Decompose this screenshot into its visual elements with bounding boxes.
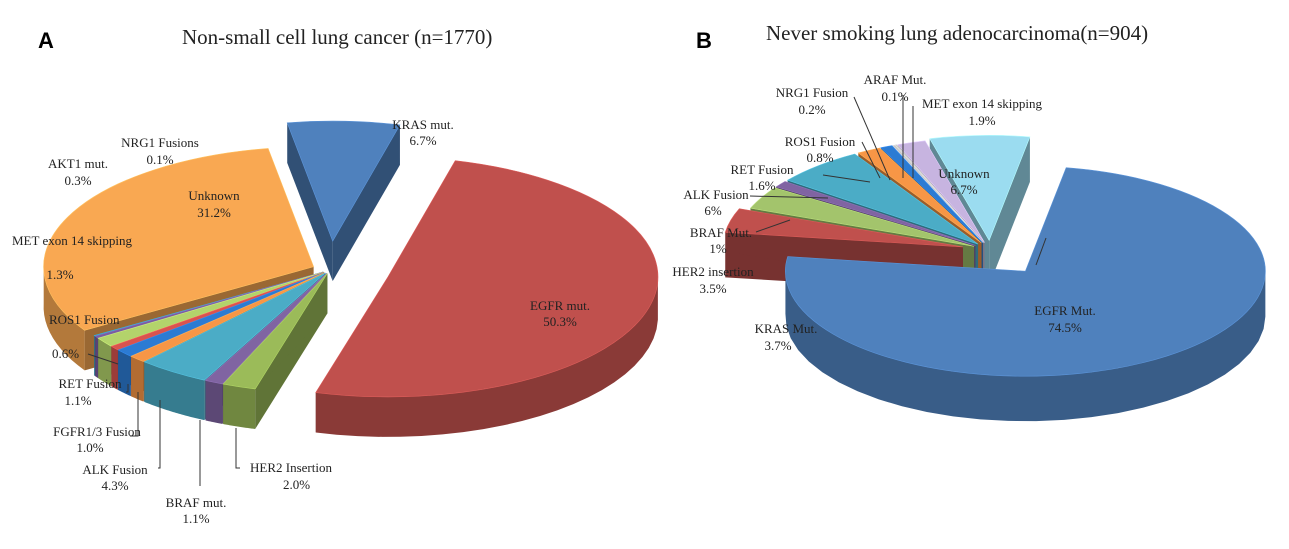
value-ret-a: 1.1% [64, 393, 91, 408]
slice-top-ret-fusion [857, 147, 982, 244]
pie-chart-b [724, 135, 1266, 422]
pie-chart-a [43, 120, 659, 437]
value-met-b: 1.9% [968, 113, 995, 128]
label-fgfr-a: FGFR1/3 Fusion [53, 424, 141, 439]
slice-top-braf-mut [204, 273, 327, 385]
value-unknown-a: 31.2% [197, 205, 231, 220]
slice-side-her2-insertion [223, 384, 256, 429]
panel-letter-a: A [38, 28, 54, 53]
label-braf-b: BRAF Mut. [690, 225, 752, 240]
chart-title-a: Non-small cell lung cancer (n=1770) [182, 25, 492, 49]
label-unknown-a: Unknown [188, 188, 240, 203]
value-her2-b: 3.5% [699, 281, 726, 296]
label-alk-a: ALK Fusion [82, 462, 148, 477]
label-ret-b: RET Fusion [731, 162, 794, 177]
value-akt1-a: 0.3% [64, 173, 91, 188]
value-ros1-a: 0.6% [52, 346, 79, 361]
value-araf-b: 0.1% [881, 89, 908, 104]
label-braf-a: BRAF mut. [166, 495, 227, 510]
value-egfr-a: 50.3% [543, 314, 577, 329]
slice-egfr-mut [785, 167, 1266, 422]
slice-top-kras-mut [286, 120, 401, 242]
slice-her2-insertion [222, 273, 328, 429]
value-egfr-b: 74.5% [1048, 320, 1082, 335]
label-akt1-a: AKT1 mut. [48, 156, 108, 171]
value-met-a: 1.3% [46, 267, 73, 282]
leader-lines-a [87, 353, 240, 486]
slice-side-egfr-mut [315, 279, 658, 437]
slice-top-unknown [929, 135, 1031, 242]
slice-side-ros1-fusion [111, 346, 118, 390]
label-egfr-b: EGFR Mut. [1034, 303, 1095, 318]
slice-top-fgfr1-3-fusion [130, 272, 325, 362]
slice-wall-kras-mut [332, 124, 400, 282]
slice-egfr-mut [315, 160, 659, 437]
slice-top-alk-fusion [143, 272, 326, 381]
chart-title-b: Never smoking lung adenocarcinoma(n=904) [766, 21, 1148, 45]
slice-top-ros1-fusion [880, 145, 983, 244]
leader-lines-b [749, 95, 1047, 266]
value-ret-b: 1.6% [748, 178, 775, 193]
value-kras-a: 6.7% [409, 133, 436, 148]
label-alk-b: ALK Fusion [683, 187, 749, 202]
slice-kras-mut [286, 120, 401, 282]
label-nrg1-a: NRG1 Fusions [121, 135, 199, 150]
slice-top-nrg1-fusion [891, 144, 984, 243]
label-her2-a: HER2 Insertion [250, 460, 332, 475]
labels-a: KRAS mut. 6.7% EGFR mut. 50.3% HER2 Inse… [12, 117, 590, 526]
value-alk-a: 4.3% [101, 478, 128, 493]
labels-b: EGFR Mut. 74.5% KRAS Mut. 3.7% HER2 inse… [672, 72, 1095, 353]
value-nrg1-b: 0.2% [798, 102, 825, 117]
slice-top-unknown [43, 148, 314, 331]
value-fgfr-a: 1.0% [76, 440, 103, 455]
slice-top-egfr-mut [785, 167, 1266, 377]
slice-top-her2-insertion [222, 273, 328, 390]
value-braf-a: 1.1% [182, 511, 209, 526]
slice-top-ret-fusion [117, 272, 325, 357]
value-nrg1-a: 0.1% [146, 152, 173, 167]
panel-letter-b: B [696, 28, 712, 53]
slice-top-her2-insertion [749, 187, 975, 247]
slice-top-kras-mut [724, 208, 963, 248]
slice-wall-unknown [989, 136, 1030, 286]
value-alk-b: 6% [704, 203, 722, 218]
label-met-a: MET exon 14 skipping [12, 233, 133, 248]
slice-side-braf-mut [205, 380, 223, 424]
slice-side-alk-fusion [144, 361, 205, 421]
value-unknown-b: 6.7% [950, 182, 977, 197]
label-egfr-a: EGFR mut. [530, 298, 590, 313]
label-kras-a: KRAS mut. [392, 117, 453, 132]
value-her2-a: 2.0% [283, 477, 310, 492]
label-unknown-b: Unknown [938, 166, 990, 181]
slice-top-egfr-mut [315, 160, 659, 398]
label-ros1-a: ROS1 Fusion [49, 312, 120, 327]
label-kras-b: KRAS Mut. [755, 321, 818, 336]
label-her2-b: HER2 insertion [672, 264, 754, 279]
label-ret-a: RET Fusion [59, 376, 122, 391]
slice-side-met-exon-14-skipping [98, 338, 112, 387]
value-kras-b: 3.7% [764, 338, 791, 353]
label-araf-b: ARAF Mut. [864, 72, 927, 87]
slice-side-egfr-mut [785, 268, 1266, 422]
label-ros1-b: ROS1 Fusion [785, 134, 856, 149]
slice-side-fgfr1-3-fusion [131, 356, 144, 402]
slice-side-unknown [43, 263, 85, 371]
value-braf-b: 1% [709, 241, 727, 256]
slice-top-met-exon-14-skipping [897, 140, 985, 243]
label-nrg1-b: NRG1 Fusion [776, 85, 849, 100]
value-ros1-b: 0.8% [806, 150, 833, 165]
label-met-b: MET exon 14 skipping [922, 96, 1043, 111]
slice-wall-kras-mut [287, 122, 333, 282]
